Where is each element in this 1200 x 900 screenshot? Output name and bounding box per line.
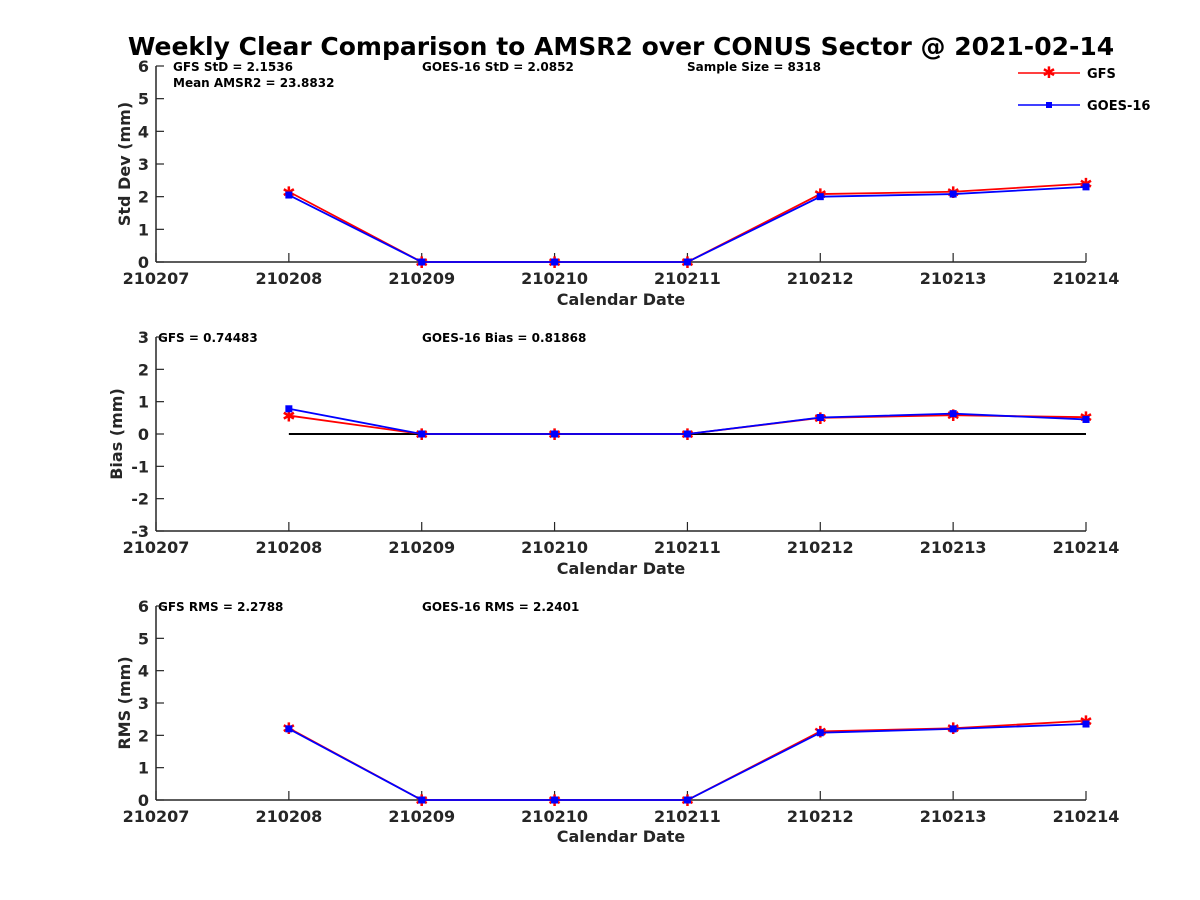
y-tick-label: -3 [131, 522, 149, 541]
x-tick-label: 210207 [123, 269, 190, 288]
x-tick-label: 210209 [388, 807, 455, 826]
x-tick-label: 210214 [1053, 538, 1120, 557]
annotation-gfs-rms: GFS RMS = 2.2788 [158, 600, 283, 614]
y-tick-label: 2 [138, 726, 149, 745]
legend-goes16-marker [1046, 102, 1052, 108]
legend-gfs-label: GFS [1087, 67, 1116, 82]
data-point-goes16 [418, 796, 426, 804]
y-tick-label: 3 [138, 694, 149, 713]
data-point-goes16 [816, 193, 824, 201]
data-point-goes16 [1082, 415, 1090, 423]
x-tick-label: 210210 [521, 538, 588, 557]
data-point-goes16 [949, 725, 957, 733]
x-tick-label: 210208 [255, 269, 322, 288]
data-point-goes16 [949, 190, 957, 198]
data-point-goes16 [1082, 183, 1090, 191]
y-axis-label: Bias (mm) [107, 388, 126, 480]
y-tick-label: 6 [138, 57, 149, 76]
y-tick-label: 6 [138, 597, 149, 616]
data-point-goes16 [418, 430, 426, 438]
annotation-sample-size: Sample Size = 8318 [687, 60, 821, 74]
x-tick-label: 210211 [654, 538, 721, 557]
panel-std-dev: GFS StD = 2.1536 GOES-16 StD = 2.0852 Sa… [115, 57, 1119, 309]
y-tick-label: 1 [138, 393, 149, 412]
y-tick-label: 0 [138, 253, 149, 272]
y-tick-label: 0 [138, 425, 149, 444]
x-tick-label: 210214 [1053, 807, 1120, 826]
y-tick-label: -2 [131, 490, 149, 509]
data-point-goes16 [816, 729, 824, 737]
x-tick-label: 210209 [388, 538, 455, 557]
y-tick-label: 3 [138, 155, 149, 174]
x-axis-label: Calendar Date [557, 827, 686, 846]
y-tick-label: 4 [138, 122, 149, 141]
y-tick-label: 1 [138, 220, 149, 239]
y-tick-label: 4 [138, 662, 149, 681]
annotation-goes16-std: GOES-16 StD = 2.0852 [422, 60, 574, 74]
x-tick-label: 210212 [787, 269, 854, 288]
y-axis-label: Std Dev (mm) [115, 102, 134, 226]
legend: ✱ GFS GOES-16 [1018, 63, 1150, 114]
x-tick-label: 210207 [123, 807, 190, 826]
x-tick-label: 210211 [654, 807, 721, 826]
data-point-goes16 [1082, 720, 1090, 728]
x-tick-label: 210213 [920, 807, 987, 826]
x-tick-label: 210209 [388, 269, 455, 288]
y-tick-label: 3 [138, 328, 149, 347]
data-point-goes16 [949, 410, 957, 418]
x-axis-label: Calendar Date [557, 559, 686, 578]
x-tick-label: 210211 [654, 269, 721, 288]
y-tick-label: 5 [138, 629, 149, 648]
data-point-goes16 [683, 430, 691, 438]
data-point-goes16 [551, 430, 559, 438]
x-tick-label: 210212 [787, 807, 854, 826]
chart-title: Weekly Clear Comparison to AMSR2 over CO… [128, 32, 1114, 61]
data-point-goes16 [418, 258, 426, 266]
y-tick-label: 2 [138, 188, 149, 207]
annotation-goes16-rms: GOES-16 RMS = 2.2401 [422, 600, 579, 614]
y-tick-label: 0 [138, 791, 149, 810]
y-tick-label: 1 [138, 759, 149, 778]
x-tick-label: 210212 [787, 538, 854, 557]
legend-goes16-label: GOES-16 [1087, 99, 1150, 114]
x-tick-label: 210213 [920, 269, 987, 288]
data-point-goes16 [816, 414, 824, 422]
x-tick-label: 210210 [521, 269, 588, 288]
data-point-goes16 [683, 258, 691, 266]
annotation-goes16-bias: GOES-16 Bias = 0.81868 [422, 331, 586, 345]
x-tick-label: 210207 [123, 538, 190, 557]
y-tick-label: 2 [138, 360, 149, 379]
annotation-mean-amsr2: Mean AMSR2 = 23.8832 [173, 76, 334, 90]
data-point-goes16 [551, 258, 559, 266]
legend-gfs-marker: ✱ [1042, 63, 1055, 82]
x-tick-label: 210213 [920, 538, 987, 557]
y-tick-label: 5 [138, 90, 149, 109]
panel-bias: GFS = 0.74483 GOES-16 Bias = 0.81868 Cal… [107, 328, 1119, 578]
panel-rms: GFS RMS = 2.2788 GOES-16 RMS = 2.2401 Ca… [115, 597, 1119, 846]
x-tick-label: 210214 [1053, 269, 1120, 288]
data-point-goes16 [285, 191, 293, 199]
x-tick-label: 210208 [255, 538, 322, 557]
data-point-goes16 [285, 405, 293, 413]
data-point-goes16 [285, 725, 293, 733]
y-tick-label: -1 [131, 457, 149, 476]
annotation-gfs-bias: GFS = 0.74483 [158, 331, 258, 345]
y-axis-label: RMS (mm) [115, 656, 134, 749]
annotation-gfs-std: GFS StD = 2.1536 [173, 60, 293, 74]
x-tick-label: 210208 [255, 807, 322, 826]
x-axis-label: Calendar Date [557, 290, 686, 309]
data-point-goes16 [683, 796, 691, 804]
x-tick-label: 210210 [521, 807, 588, 826]
data-point-goes16 [551, 796, 559, 804]
